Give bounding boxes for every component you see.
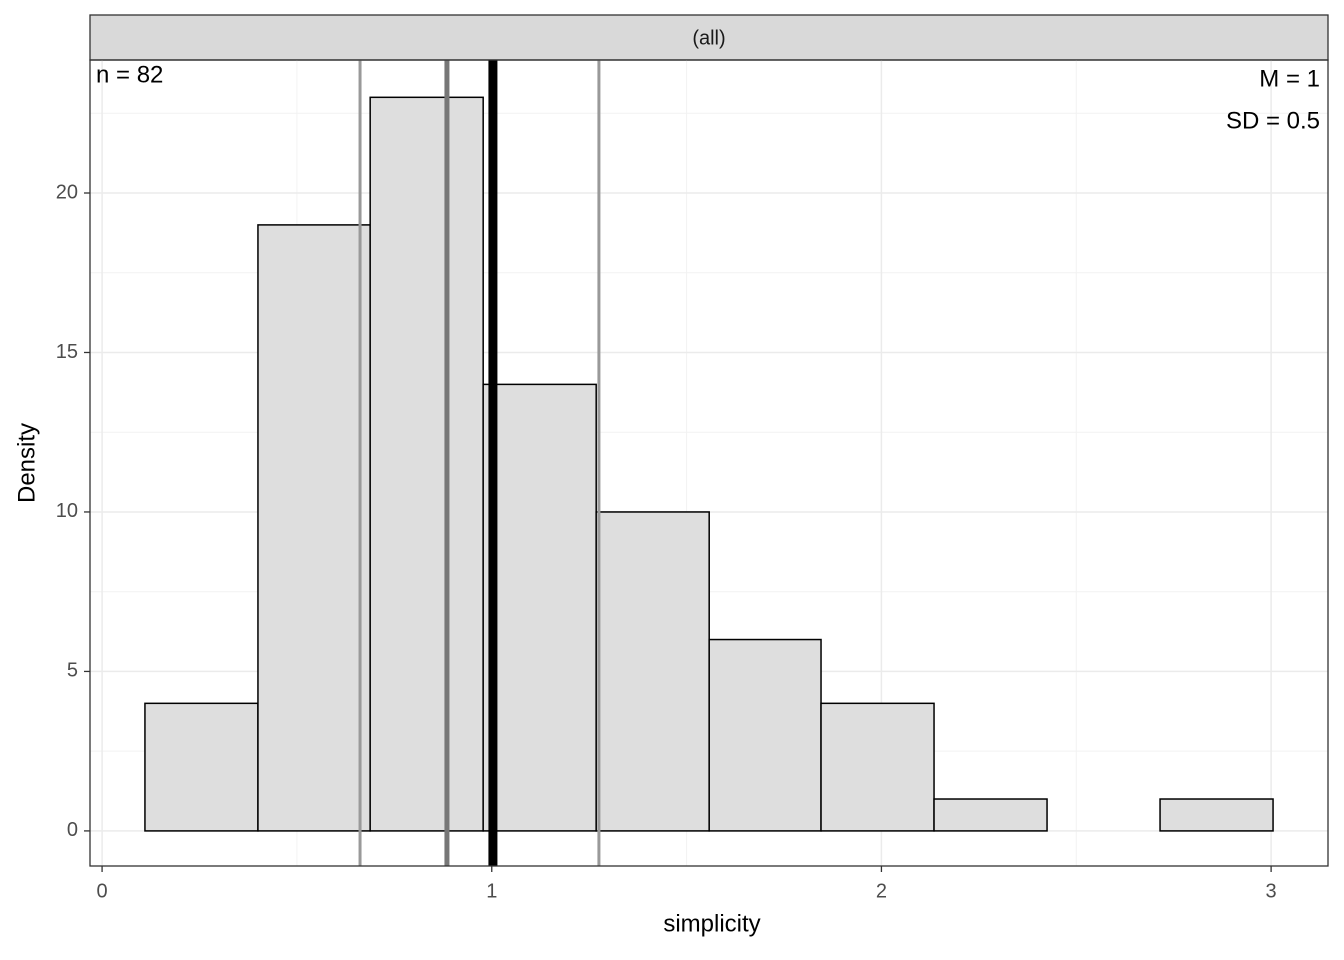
- bar: [708, 638, 822, 832]
- y-tick-label: 15: [56, 341, 78, 363]
- annotation: SD = 0.5: [1226, 107, 1320, 134]
- bar: [482, 383, 597, 832]
- x-axis-title: simplicity: [663, 910, 760, 937]
- bar: [257, 224, 371, 832]
- annotation: n = 82: [96, 61, 163, 88]
- y-tick-label: 10: [56, 500, 78, 522]
- strip-label: (all): [692, 27, 725, 49]
- panel-border: [89, 59, 1329, 867]
- x-tick-label: 3: [1266, 880, 1277, 902]
- bar: [933, 798, 1048, 832]
- bar: [595, 511, 710, 832]
- y-tick-label: 20: [56, 181, 78, 203]
- x-tick-label: 1: [486, 880, 497, 902]
- y-axis-title: Density: [13, 423, 40, 503]
- bar: [369, 96, 484, 832]
- bar: [144, 702, 259, 832]
- x-tick-label: 0: [97, 880, 108, 902]
- y-tick-label: 0: [67, 819, 78, 841]
- y-tick-label: 5: [67, 660, 78, 682]
- annotation: M = 1: [1259, 65, 1320, 92]
- bar: [820, 702, 935, 832]
- x-tick-label: 2: [876, 880, 887, 902]
- bar: [1159, 798, 1274, 832]
- facet-strip: [89, 14, 1329, 61]
